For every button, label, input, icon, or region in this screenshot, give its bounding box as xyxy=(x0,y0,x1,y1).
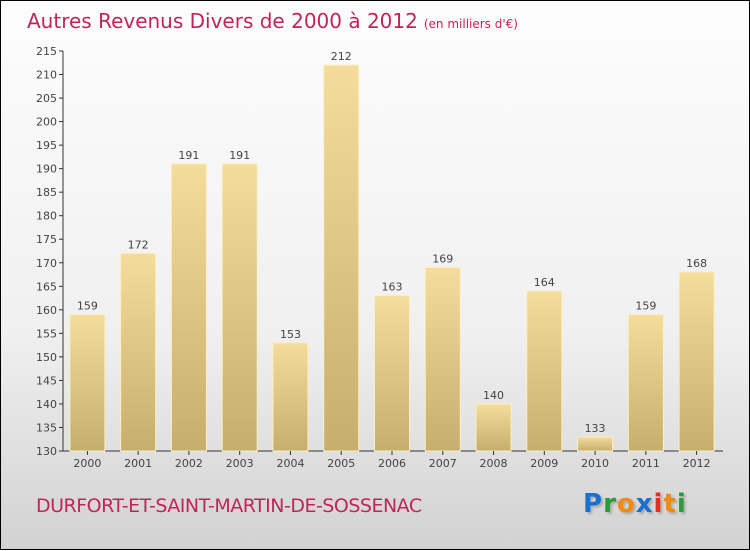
x-tick-label: 2010 xyxy=(581,457,609,470)
y-tick-label: 205 xyxy=(36,92,57,105)
proxiti-logo[interactable]: Proxiti xyxy=(583,489,687,519)
value-label: 191 xyxy=(178,149,199,162)
value-label: 164 xyxy=(534,276,555,289)
bar xyxy=(272,342,309,452)
bar xyxy=(577,436,614,452)
value-label: 168 xyxy=(686,257,707,270)
x-tick-label: 2001 xyxy=(124,457,152,470)
value-label: 153 xyxy=(280,328,301,341)
y-tick-label: 155 xyxy=(36,327,57,340)
value-label: 140 xyxy=(483,389,504,402)
y-tick-label: 185 xyxy=(36,186,57,199)
y-tick-label: 190 xyxy=(36,163,57,176)
x-tick-label: 2006 xyxy=(378,457,406,470)
value-label: 159 xyxy=(77,300,98,313)
bar xyxy=(475,403,512,452)
bar xyxy=(120,252,157,452)
y-tick-label: 130 xyxy=(36,445,57,458)
x-tick-label: 2000 xyxy=(73,457,101,470)
unit-label: (en milliers d'€) xyxy=(423,17,518,31)
y-tick-label: 180 xyxy=(36,210,57,223)
value-label: 212 xyxy=(331,50,352,63)
y-tick-label: 150 xyxy=(36,351,57,364)
value-label: 172 xyxy=(128,238,149,251)
value-label: 163 xyxy=(382,281,403,294)
y-tick-label: 145 xyxy=(36,374,57,387)
y-tick-label: 210 xyxy=(36,69,57,82)
chart-title: Autres Revenus Divers de 2000 à 2012 (en … xyxy=(27,9,518,33)
y-tick-label: 195 xyxy=(36,139,57,152)
y-tick-label: 140 xyxy=(36,398,57,411)
commune-name: DURFORT-ET-SAINT-MARTIN-DE-SOSSENAC xyxy=(36,495,422,517)
x-tick-label: 2007 xyxy=(429,457,457,470)
value-label: 191 xyxy=(229,149,250,162)
bar xyxy=(678,271,715,452)
x-tick-label: 2008 xyxy=(480,457,508,470)
x-tick-label: 2012 xyxy=(683,457,711,470)
bar xyxy=(221,163,258,452)
y-tick-label: 165 xyxy=(36,280,57,293)
x-tick-label: 2003 xyxy=(226,457,254,470)
y-tick-label: 200 xyxy=(36,116,57,129)
title-text: Autres Revenus Divers de 2000 à 2012 xyxy=(27,9,418,33)
bar xyxy=(69,314,106,452)
y-tick-label: 175 xyxy=(36,233,57,246)
x-tick-label: 2009 xyxy=(530,457,558,470)
x-tick-label: 2011 xyxy=(632,457,660,470)
y-tick-label: 215 xyxy=(36,45,57,58)
value-label: 159 xyxy=(635,300,656,313)
value-label: 133 xyxy=(585,422,606,435)
value-label: 169 xyxy=(432,252,453,265)
bar xyxy=(526,290,563,452)
bar xyxy=(627,314,664,452)
bar xyxy=(323,64,360,452)
y-tick-label: 135 xyxy=(36,421,57,434)
bar xyxy=(374,295,410,452)
y-tick-label: 160 xyxy=(36,304,57,317)
x-tick-label: 2005 xyxy=(327,457,355,470)
y-tick-label: 170 xyxy=(36,257,57,270)
bar xyxy=(424,266,461,452)
x-tick-label: 2002 xyxy=(175,457,203,470)
x-tick-label: 2004 xyxy=(276,457,304,470)
bar xyxy=(170,163,207,452)
